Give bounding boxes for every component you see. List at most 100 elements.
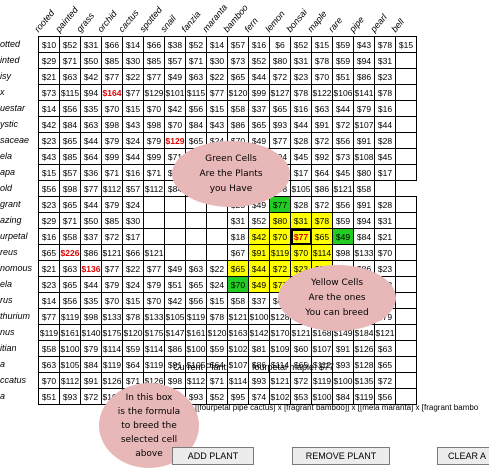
grid-cell[interactable]: $164 <box>101 84 123 101</box>
grid-cell[interactable] <box>395 340 417 357</box>
grid-cell[interactable]: $80 <box>353 164 375 181</box>
grid-cell[interactable]: $73 <box>38 84 60 101</box>
grid-cell[interactable]: $57 <box>227 36 249 53</box>
grid-cell[interactable]: $112 <box>101 180 123 197</box>
grid-cell[interactable]: $77 <box>269 196 291 213</box>
grid-cell[interactable]: $77 <box>101 260 123 277</box>
grid-cell[interactable]: $70 <box>164 116 186 133</box>
grid-cell[interactable]: $64 <box>311 164 333 181</box>
grid-cell[interactable]: $59 <box>332 36 354 53</box>
grid-cell[interactable]: $86 <box>248 356 270 373</box>
grid-cell[interactable]: $129 <box>164 132 186 149</box>
grid-cell[interactable]: $14 <box>206 36 228 53</box>
grid-cell[interactable]: $65 <box>374 356 396 373</box>
grid-cell[interactable]: $56 <box>332 132 354 149</box>
grid-cell[interactable]: $15 <box>206 292 228 309</box>
grid-cell[interactable] <box>374 180 396 197</box>
grid-cell[interactable]: $85 <box>101 52 123 69</box>
grid-cell[interactable]: $56 <box>185 100 207 117</box>
grid-cell[interactable]: $101 <box>164 84 186 101</box>
grid-cell[interactable]: $84 <box>185 116 207 133</box>
grid-cell[interactable]: $70 <box>143 100 165 117</box>
grid-cell[interactable]: $85 <box>143 52 165 69</box>
grid-cell[interactable]: $119 <box>59 308 81 325</box>
grid-cell[interactable]: $94 <box>353 52 375 69</box>
grid-cell[interactable]: $93 <box>332 356 354 373</box>
grid-cell[interactable]: $100 <box>311 388 333 405</box>
grid-cell[interactable]: $71 <box>59 212 81 229</box>
grid-cell[interactable]: $72 <box>311 132 333 149</box>
grid-cell[interactable]: $65 <box>59 276 81 293</box>
grid-cell[interactable]: $22 <box>122 260 144 277</box>
grid-cell[interactable]: $52 <box>290 36 312 53</box>
grid-cell[interactable]: $99 <box>248 84 270 101</box>
grid-cell[interactable]: $102 <box>269 388 291 405</box>
grid-cell[interactable]: $99 <box>143 148 165 165</box>
grid-cell[interactable]: $77 <box>143 260 165 277</box>
grid-cell[interactable]: $226 <box>59 244 81 261</box>
grid-cell[interactable]: $17 <box>374 164 396 181</box>
grid-cell[interactable]: $37 <box>248 100 270 117</box>
grid-cell[interactable]: $52 <box>206 388 228 405</box>
grid-cell[interactable] <box>395 356 417 373</box>
grid-cell[interactable]: $72 <box>332 116 354 133</box>
grid-cell[interactable]: $44 <box>248 260 270 277</box>
grid-cell[interactable]: $78 <box>311 212 333 229</box>
grid-cell[interactable] <box>164 196 186 213</box>
grid-cell[interactable]: $70 <box>101 100 123 117</box>
grid-cell[interactable] <box>395 84 417 101</box>
grid-cell[interactable]: $15 <box>122 292 144 309</box>
grid-cell[interactable]: $107 <box>311 340 333 357</box>
grid-cell[interactable] <box>395 116 417 133</box>
grid-cell[interactable]: $77 <box>101 68 123 85</box>
grid-cell[interactable]: $31 <box>80 36 102 53</box>
grid-cell[interactable]: $66 <box>143 36 165 53</box>
grid-cell[interactable]: $133 <box>143 308 165 325</box>
grid-cell[interactable]: $15 <box>38 164 60 181</box>
grid-cell[interactable]: $29 <box>38 212 60 229</box>
grid-cell[interactable]: $163 <box>227 324 249 341</box>
grid-cell[interactable]: $51 <box>164 276 186 293</box>
grid-cell[interactable]: $91 <box>353 132 375 149</box>
grid-cell[interactable]: $120 <box>206 324 228 341</box>
grid-cell[interactable]: $70 <box>143 292 165 309</box>
grid-cell[interactable]: $37 <box>80 228 102 245</box>
grid-cell[interactable]: $71 <box>59 52 81 69</box>
grid-cell[interactable]: $63 <box>80 116 102 133</box>
grid-cell[interactable]: $44 <box>290 116 312 133</box>
grid-cell[interactable]: $121 <box>101 244 123 261</box>
grid-cell[interactable]: $147 <box>164 324 186 341</box>
grid-cell[interactable]: $22 <box>206 260 228 277</box>
grid-cell[interactable]: $44 <box>374 116 396 133</box>
grid-cell[interactable]: $128 <box>353 356 375 373</box>
grid-cell[interactable]: $30 <box>122 212 144 229</box>
grid-cell[interactable]: $70 <box>374 244 396 261</box>
grid-cell[interactable]: $141 <box>353 84 375 101</box>
grid-cell[interactable]: $28 <box>374 132 396 149</box>
grid-cell[interactable]: $23 <box>38 276 60 293</box>
grid-cell[interactable]: $24 <box>122 276 144 293</box>
grid-cell[interactable]: $70 <box>311 68 333 85</box>
grid-cell[interactable]: $78 <box>311 52 333 69</box>
grid-cell[interactable] <box>395 148 417 165</box>
grid-cell[interactable]: $119 <box>269 244 291 261</box>
grid-cell[interactable]: $22 <box>206 68 228 85</box>
grid-cell[interactable]: $22 <box>122 68 144 85</box>
grid-cell[interactable]: $51 <box>38 388 60 405</box>
grid-cell[interactable]: $112 <box>143 180 165 197</box>
grid-cell[interactable]: $59 <box>332 212 354 229</box>
grid-cell[interactable]: $107 <box>227 356 249 373</box>
grid-cell[interactable]: $42 <box>164 292 186 309</box>
grid-cell[interactable]: $36 <box>80 164 102 181</box>
grid-cell[interactable] <box>395 260 417 277</box>
grid-cell[interactable]: $57 <box>59 164 81 181</box>
grid-cell[interactable]: $60 <box>290 340 312 357</box>
grid-cell[interactable]: $31 <box>374 212 396 229</box>
grid-cell[interactable]: $67 <box>227 244 249 261</box>
grid-cell[interactable]: $15 <box>122 100 144 117</box>
grid-cell[interactable]: $91 <box>80 372 102 389</box>
grid-cell[interactable]: $23 <box>38 132 60 149</box>
grid-cell[interactable]: $77 <box>80 180 102 197</box>
grid-cell[interactable] <box>395 100 417 117</box>
grid-cell[interactable]: $44 <box>80 276 102 293</box>
